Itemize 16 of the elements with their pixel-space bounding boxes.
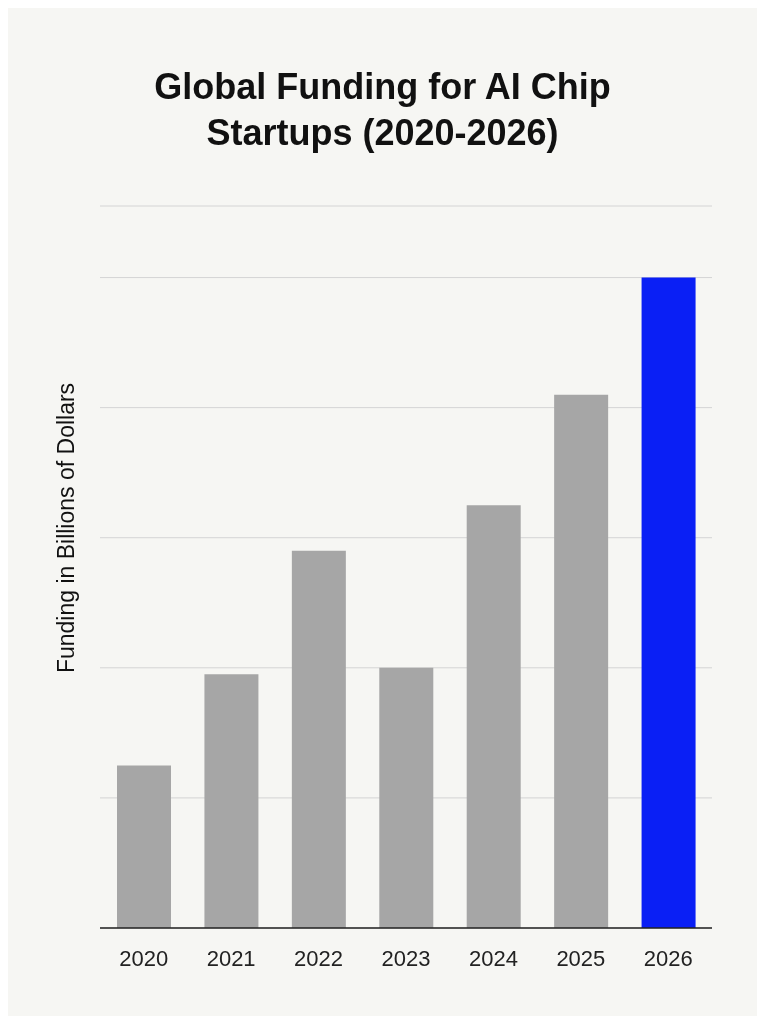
bar bbox=[291, 550, 346, 928]
x-tick-label: 2025 bbox=[556, 945, 606, 971]
x-tick-label: 2022 bbox=[294, 945, 344, 971]
bar bbox=[379, 667, 434, 928]
x-tick-label: 2026 bbox=[643, 945, 693, 971]
bar bbox=[466, 505, 521, 928]
x-tick-label: 2020 bbox=[119, 945, 169, 971]
bar bbox=[641, 277, 696, 928]
x-tick-label: 2023 bbox=[381, 945, 431, 971]
bar bbox=[204, 674, 259, 928]
chart-title: Global Funding for AI Chip Startups (2020-2026) bbox=[153, 65, 612, 155]
x-tick-label: 2024 bbox=[468, 945, 518, 971]
x-tick-label: 2021 bbox=[206, 945, 256, 971]
bar bbox=[554, 394, 609, 928]
bar bbox=[117, 765, 171, 928]
y-axis-title: Funding in Billions of Dollars bbox=[52, 382, 80, 674]
